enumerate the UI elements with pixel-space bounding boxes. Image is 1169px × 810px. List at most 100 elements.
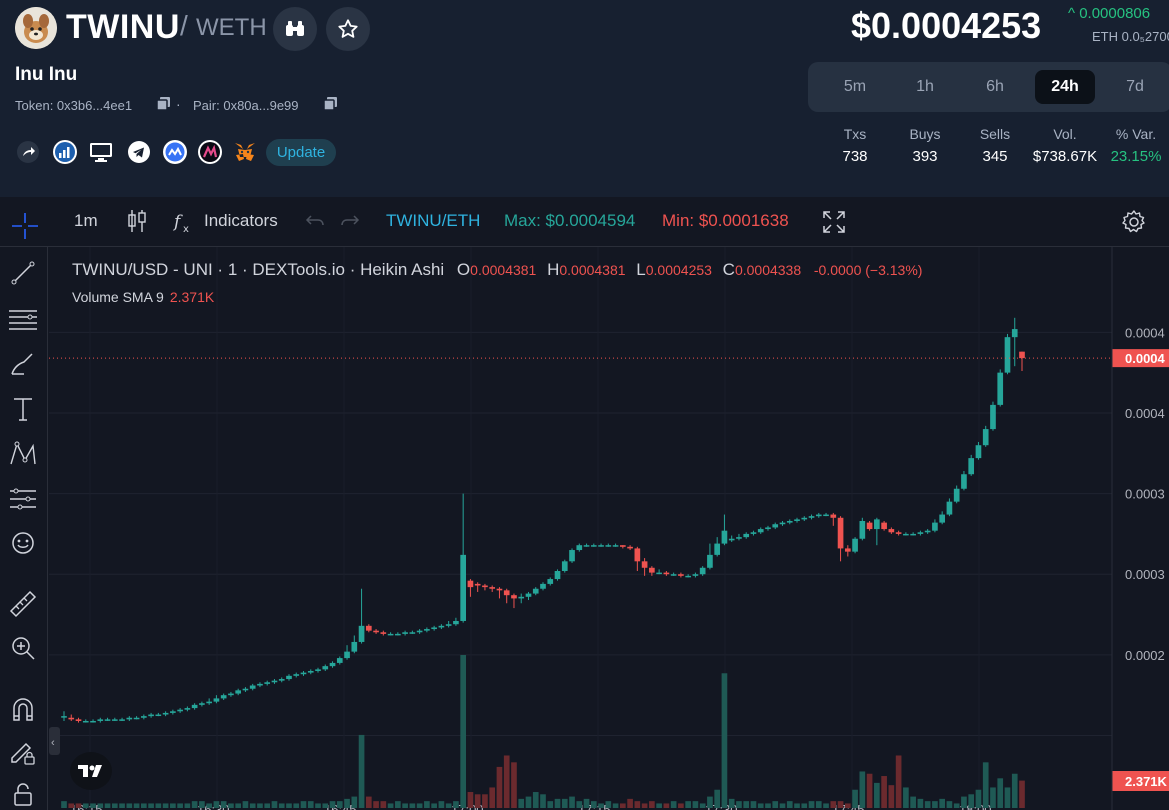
legend-symbol: TWINU/USD - UNI · 1 · DEXTools.io · Heik… xyxy=(72,260,445,279)
candle-body xyxy=(148,714,154,717)
favorite-button[interactable] xyxy=(326,7,370,51)
horizontal-lines-icon xyxy=(9,310,37,330)
fullscreen-icon[interactable] xyxy=(822,210,846,234)
volume-bar xyxy=(569,796,575,808)
candle-body xyxy=(467,580,474,588)
volume-bar xyxy=(82,803,89,808)
indicators-button[interactable]: Indicators xyxy=(204,211,278,230)
volume-bar xyxy=(895,755,902,808)
brush-tool[interactable] xyxy=(8,349,38,379)
share-icon[interactable] xyxy=(16,140,40,164)
candle-body xyxy=(634,548,641,562)
candle-body xyxy=(765,527,771,530)
candle-type-icon[interactable] xyxy=(126,208,148,234)
volume-bar xyxy=(627,798,633,808)
y-tick-label: 0.0004 xyxy=(1125,325,1165,340)
emoji-tool[interactable] xyxy=(8,528,38,558)
coingecko-icon[interactable] xyxy=(198,140,222,164)
candle-body xyxy=(641,561,648,568)
update-button[interactable]: Update xyxy=(266,139,336,166)
candle-body xyxy=(511,595,517,599)
zoom-tool[interactable] xyxy=(8,633,38,663)
candle-body xyxy=(387,633,394,636)
volume-bar xyxy=(975,789,982,808)
tradingview-logo[interactable] xyxy=(70,752,112,790)
candle-body xyxy=(968,458,975,475)
zoom-in-icon xyxy=(12,637,35,660)
magnet-tool[interactable] xyxy=(8,695,38,725)
candle-body xyxy=(837,517,844,549)
candle-body xyxy=(61,716,67,718)
smiley-icon xyxy=(12,532,34,554)
interval-button[interactable]: 1m xyxy=(74,211,98,230)
undo-icon[interactable] xyxy=(305,212,325,230)
volume-bar xyxy=(525,796,532,808)
candle-body xyxy=(402,632,408,634)
volume-bar xyxy=(409,803,416,808)
volume-bar xyxy=(155,803,162,808)
volume-bar xyxy=(68,803,75,808)
candle-body xyxy=(561,561,568,571)
candle-body xyxy=(982,429,989,446)
candle-body xyxy=(794,519,800,522)
legend-l-label: L xyxy=(636,260,646,279)
redo-icon[interactable] xyxy=(340,212,360,230)
volume-marker xyxy=(1112,771,1169,791)
horizontal-lines-tool[interactable] xyxy=(8,304,38,334)
settings-gear-icon[interactable] xyxy=(1121,209,1147,235)
chart-icon[interactable] xyxy=(53,140,77,164)
volume-bar xyxy=(561,798,568,808)
brush-icon xyxy=(11,353,33,375)
candle-body xyxy=(627,546,633,549)
candle-body xyxy=(779,522,786,525)
volume-bar xyxy=(460,655,466,808)
text-tool[interactable] xyxy=(8,394,38,424)
candle-body xyxy=(569,550,575,562)
ruler-tool[interactable] xyxy=(8,589,38,619)
candle-body xyxy=(939,514,945,523)
candle-body xyxy=(271,680,278,683)
trendline-tool[interactable] xyxy=(8,258,38,288)
candle-body xyxy=(866,522,873,530)
candle-body xyxy=(293,674,300,676)
candle-body xyxy=(431,627,437,630)
candle-body xyxy=(801,517,808,520)
metamask-icon[interactable] xyxy=(233,140,257,164)
candle-body xyxy=(126,717,133,720)
candle-body xyxy=(1004,337,1011,373)
binoculars-button[interactable] xyxy=(273,7,317,51)
pattern-tool[interactable] xyxy=(8,439,38,469)
pair-separator: / xyxy=(180,10,188,41)
volume-bar xyxy=(1004,787,1011,808)
current-price: $0.0004253 xyxy=(851,5,1042,46)
candle-body xyxy=(329,662,336,667)
candle-body xyxy=(663,572,670,575)
forecast-tool[interactable] xyxy=(8,484,38,514)
timeframe-6h[interactable]: 6h xyxy=(986,78,1004,95)
timeframe-7d[interactable]: 7d xyxy=(1126,78,1144,95)
lock-drawings-tool[interactable] xyxy=(8,737,38,767)
volume-bar xyxy=(757,803,764,808)
lock-tool[interactable] xyxy=(8,780,38,810)
volume-bar xyxy=(90,803,96,808)
candle-body xyxy=(917,532,924,534)
website-icon[interactable] xyxy=(89,140,113,164)
crosshair-icon[interactable] xyxy=(10,211,40,241)
copy-pair-icon[interactable] xyxy=(324,97,337,110)
timeframe-24h[interactable]: 24h xyxy=(1035,70,1095,104)
timeframe-5m[interactable]: 5m xyxy=(843,78,867,95)
volume-bar xyxy=(380,801,387,808)
volume-bar xyxy=(946,801,953,808)
copy-token-icon[interactable] xyxy=(157,97,170,110)
telegram-icon[interactable] xyxy=(127,140,151,164)
candle-body xyxy=(721,530,728,544)
volume-label: Volume SMA 9 xyxy=(72,289,164,305)
candle-body xyxy=(910,533,916,536)
volume-bar xyxy=(961,796,967,808)
volume-bar xyxy=(358,734,365,808)
candle-body xyxy=(315,669,321,671)
timeframe-1h[interactable]: 1h xyxy=(916,78,934,95)
volume-bar xyxy=(191,801,198,808)
coinmarketcap-icon[interactable] xyxy=(163,140,187,164)
